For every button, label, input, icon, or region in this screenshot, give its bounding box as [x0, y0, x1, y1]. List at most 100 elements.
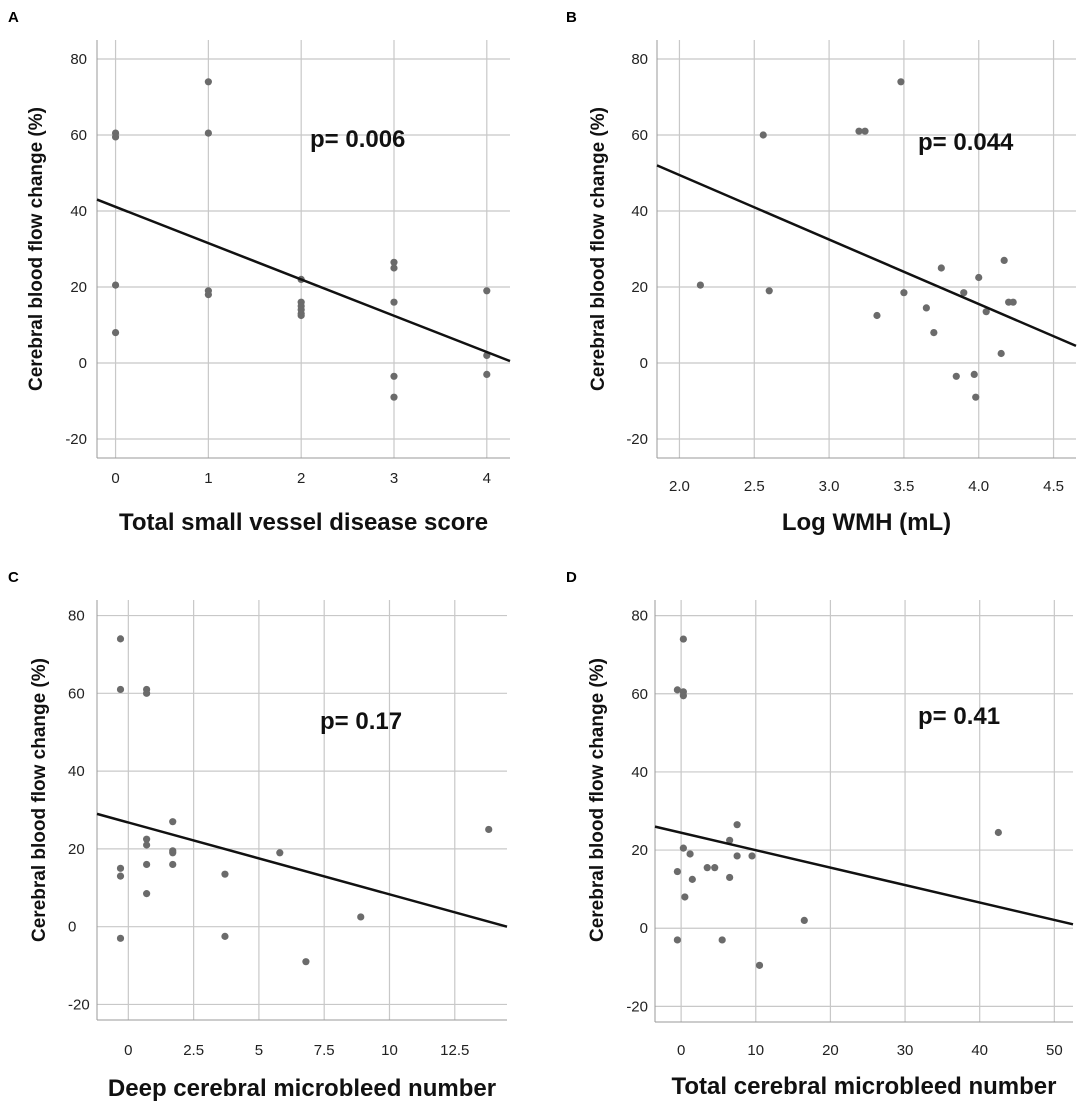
data-point: [930, 329, 938, 337]
data-point: [922, 304, 930, 312]
regression-line: [96, 812, 508, 928]
data-point: [390, 258, 398, 266]
x-tick-label: 7.5: [314, 1042, 335, 1059]
data-point: [733, 821, 741, 829]
y-tick-label: -20: [626, 431, 648, 448]
data-point: [673, 936, 681, 944]
x-tick-label: 2.0: [669, 478, 690, 495]
x-tick-label: 10: [381, 1042, 398, 1059]
x-tick-label: 1: [204, 470, 212, 487]
y-axis-title: Cerebral blood flow change (%): [588, 107, 609, 391]
y-tick-label: 60: [631, 127, 648, 144]
y-tick-label: 60: [631, 686, 648, 703]
data-point: [800, 916, 808, 925]
y-tick-label: 40: [68, 763, 85, 780]
data-point: [679, 692, 687, 700]
y-tick-label: 40: [631, 764, 648, 781]
x-tick-label: 10: [747, 1042, 764, 1059]
y-tick-label: -20: [65, 431, 87, 448]
data-point: [116, 864, 125, 872]
x-tick-label: 0: [124, 1042, 132, 1059]
regression-line: [96, 198, 511, 363]
data-point: [390, 372, 398, 380]
data-point: [204, 129, 212, 137]
data-point: [765, 287, 773, 295]
data-point: [143, 835, 151, 843]
data-point: [711, 864, 719, 872]
data-point: [681, 893, 689, 901]
data-point: [688, 875, 696, 883]
data-point: [873, 311, 881, 320]
data-point: [143, 689, 151, 697]
data-point: [483, 287, 491, 295]
data-point: [143, 890, 151, 898]
data-point: [679, 635, 687, 643]
data-point: [169, 849, 177, 857]
y-tick-label: 80: [631, 51, 648, 68]
y-tick-label: 20: [631, 279, 648, 296]
y-tick-label: 40: [631, 203, 648, 220]
x-tick-label: 12.5: [440, 1042, 469, 1059]
data-point: [302, 958, 310, 966]
data-point: [204, 291, 212, 299]
data-point: [116, 934, 125, 942]
y-tick-label: 0: [640, 355, 648, 372]
x-tick-label: 40: [971, 1042, 988, 1059]
y-tick-label: -20: [68, 996, 90, 1013]
data-point: [116, 635, 125, 643]
data-point: [733, 852, 741, 860]
p-value-annotation: p= 0.044: [918, 129, 1014, 156]
x-axis-title: Total small vessel disease score: [119, 509, 488, 536]
regression-line: [654, 825, 1074, 926]
data-point: [726, 836, 734, 844]
data-point: [169, 818, 177, 826]
y-tick-label: 80: [70, 51, 87, 68]
data-point: [982, 308, 990, 316]
data-point: [204, 78, 212, 86]
data-point: [390, 393, 398, 401]
panel-label: C: [8, 569, 19, 586]
x-axis-title: Log WMH (mL): [782, 509, 951, 536]
x-tick-label: 4.5: [1043, 478, 1064, 495]
x-tick-label: 3.5: [893, 478, 914, 495]
data-point: [485, 825, 493, 834]
y-tick-label: 60: [68, 685, 85, 702]
x-tick-label: 0: [677, 1042, 685, 1059]
data-point: [221, 870, 229, 878]
data-point: [221, 932, 229, 940]
x-axis-title: Total cerebral microbleed number: [672, 1073, 1057, 1100]
data-point: [297, 311, 305, 320]
x-tick-label: 3.0: [819, 478, 840, 495]
data-point: [696, 281, 704, 289]
panel-a: A 0 1 2 3 4 -20 0 20 40 60 80 p= 0.006 Total small ve…: [8, 9, 511, 536]
x-tick-label: 5: [255, 1042, 263, 1059]
data-point: [111, 329, 120, 337]
data-point: [673, 867, 681, 876]
data-point: [111, 133, 120, 141]
data-point: [116, 685, 125, 694]
data-point: [970, 370, 978, 378]
data-point: [952, 372, 960, 380]
y-tick-label: 0: [68, 919, 76, 936]
panel-d: D 0 10 20 30 40 50 -20 0 20 40 60 80 p= 0.41 Total cer…: [566, 569, 1074, 1100]
data-point: [390, 298, 398, 306]
y-tick-label: 80: [68, 608, 85, 625]
x-tick-label: 4.0: [968, 478, 989, 495]
p-value-annotation: p= 0.17: [320, 708, 402, 735]
data-point: [975, 273, 983, 282]
data-point: [390, 264, 398, 272]
data-point: [169, 860, 177, 869]
y-tick-label: 20: [631, 842, 648, 859]
x-tick-label: 2.5: [744, 478, 765, 495]
data-point: [997, 349, 1005, 358]
x-tick-label: 0: [111, 470, 119, 487]
x-tick-label: 3: [390, 470, 398, 487]
x-tick-label: 50: [1046, 1042, 1063, 1059]
y-tick-label: 20: [68, 841, 85, 858]
x-tick-label: 4: [483, 470, 491, 487]
data-point: [116, 872, 125, 880]
data-point: [937, 264, 945, 272]
data-point: [755, 961, 764, 969]
x-tick-label: 2: [297, 470, 305, 487]
